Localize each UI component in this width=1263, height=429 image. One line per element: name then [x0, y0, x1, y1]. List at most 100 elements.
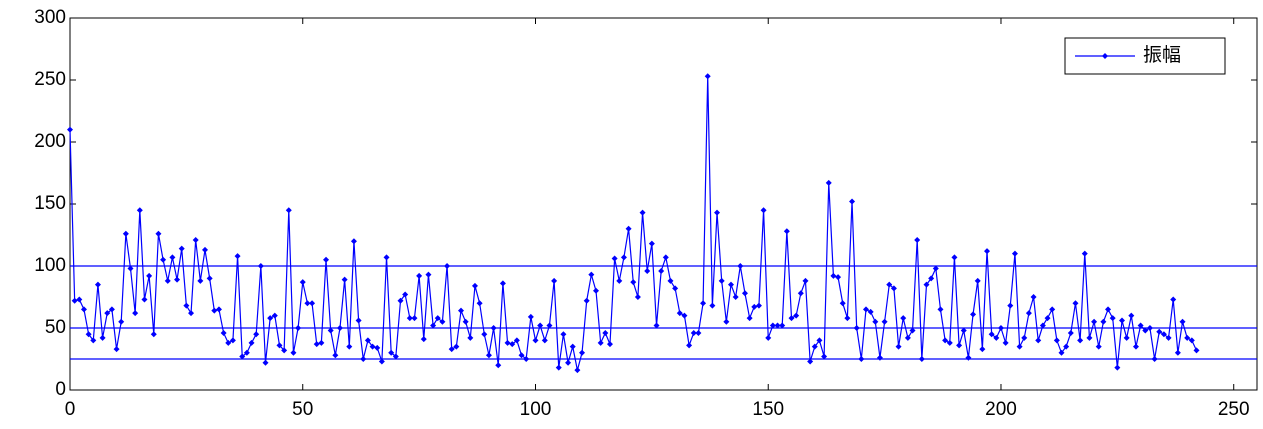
data-point: [858, 356, 865, 362]
data-point: [1105, 306, 1112, 313]
data-point: [411, 315, 418, 322]
data-point: [765, 334, 772, 341]
data-point: [323, 256, 330, 263]
data-point: [481, 331, 488, 338]
data-point: [718, 277, 725, 284]
data-point: [951, 254, 958, 261]
data-point: [741, 290, 748, 297]
data-point: [1091, 318, 1098, 325]
data-point: [625, 225, 632, 232]
data-point: [71, 297, 78, 304]
data-point: [364, 337, 371, 344]
data-point: [802, 277, 809, 284]
data-point: [290, 349, 297, 356]
data-point: [1109, 315, 1116, 322]
data-point: [644, 267, 651, 274]
data-point: [1137, 322, 1144, 329]
data-point: [946, 339, 953, 346]
data-point: [1011, 250, 1018, 257]
data-point: [174, 276, 181, 283]
data-point: [634, 294, 641, 300]
data-point: [849, 198, 856, 205]
data-point: [118, 318, 125, 325]
data-point: [1044, 315, 1051, 322]
data-point: [881, 318, 888, 325]
data-point: [686, 342, 693, 349]
data-point: [639, 209, 646, 216]
data-point: [211, 307, 218, 314]
data-point: [1039, 322, 1046, 329]
data-point: [332, 352, 339, 359]
data-point: [681, 312, 688, 319]
data-point: [327, 327, 334, 334]
data-point: [760, 207, 767, 214]
data-point: [1095, 343, 1102, 350]
data-point: [914, 236, 921, 243]
data-point: [346, 343, 353, 350]
data-point: [769, 322, 776, 329]
data-point: [1188, 337, 1195, 344]
data-point: [392, 353, 399, 360]
data-point: [136, 207, 143, 214]
data-point: [783, 228, 790, 235]
data-point: [704, 73, 711, 80]
data-point: [867, 308, 874, 315]
data-point: [1132, 343, 1139, 350]
data-point: [793, 312, 800, 319]
data-point: [1174, 349, 1181, 356]
data-point: [281, 347, 288, 354]
data-point: [350, 238, 357, 245]
data-point: [611, 255, 618, 262]
data-point: [532, 337, 539, 344]
data-point: [835, 274, 842, 281]
data-point: [993, 334, 1000, 341]
data-point: [746, 315, 753, 322]
data-point: [574, 367, 581, 374]
data-point: [583, 297, 590, 304]
data-point: [909, 327, 916, 334]
data-point: [509, 341, 516, 348]
data-point: [616, 277, 623, 284]
data-point: [155, 230, 162, 237]
data-point: [988, 331, 995, 338]
data-point: [872, 318, 879, 325]
data-point: [527, 313, 534, 320]
data-point: [1170, 296, 1177, 303]
data-point: [579, 349, 586, 356]
data-point: [448, 346, 455, 353]
x-tick-label: 0: [65, 399, 76, 420]
data-point: [1030, 294, 1037, 300]
data-point: [299, 279, 306, 286]
data-point: [295, 325, 302, 331]
data-point: [453, 343, 460, 350]
data-point: [755, 302, 762, 309]
data-point: [830, 272, 837, 279]
data-point: [923, 281, 930, 288]
legend-label: 振幅: [1143, 44, 1181, 66]
data-point: [360, 356, 367, 362]
data-point: [918, 356, 925, 362]
data-point: [1165, 334, 1172, 341]
data-point: [751, 303, 758, 310]
data-point: [555, 364, 562, 371]
data-point: [430, 322, 437, 329]
data-point: [94, 281, 101, 288]
data-point: [243, 349, 250, 356]
data-point: [406, 315, 413, 322]
data-point: [541, 337, 548, 344]
data-point: [844, 315, 851, 322]
data-point: [672, 285, 679, 292]
data-point: [1086, 334, 1093, 341]
y-tick-label: 100: [34, 255, 66, 276]
data-point: [201, 246, 208, 253]
data-point: [402, 291, 409, 298]
data-point: [416, 272, 423, 279]
data-point: [1193, 347, 1200, 354]
data-point: [1072, 300, 1079, 307]
data-point: [886, 281, 893, 288]
data-point: [546, 322, 553, 329]
data-point: [341, 276, 348, 283]
data-point: [504, 339, 511, 346]
data-point: [513, 337, 520, 344]
